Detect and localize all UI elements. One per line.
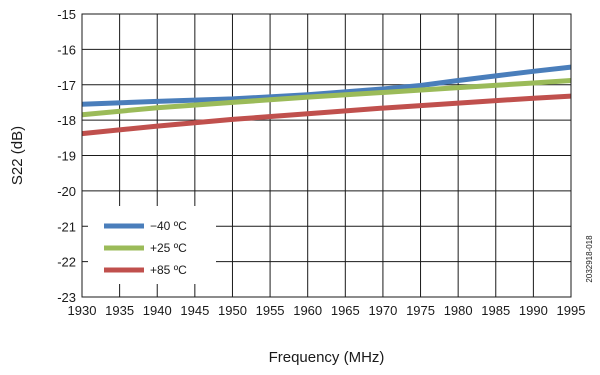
plot-frame	[81, 13, 572, 298]
x-tick-labels: 1930 1935 1940 1945 1950 1955 1960 1965 1970 1975…	[68, 303, 586, 318]
y-tick-label: -22	[57, 255, 76, 270]
y-tick-labels: -15 -16 -17 -18 -19 -20 -21 -22 -23	[57, 7, 76, 305]
x-tick-label: 1935	[105, 303, 134, 318]
x-tick-label: 1950	[218, 303, 247, 318]
y-tick-label: -19	[57, 149, 76, 164]
x-tick-label: 1940	[143, 303, 172, 318]
y-axis-title: S22 (dB)	[9, 126, 26, 185]
x-tick-label: 1980	[444, 303, 473, 318]
legend-label-1: −40 ºC	[150, 219, 187, 233]
y-tick-label: -15	[57, 7, 76, 22]
y-tick-label: -17	[57, 78, 76, 93]
legend-label-2: +25 ºC	[150, 241, 187, 255]
x-tick-label: 1955	[256, 303, 285, 318]
y-tick-label: -20	[57, 184, 76, 199]
x-tick-label: 1970	[368, 303, 397, 318]
legend-label-3: +85 ºC	[150, 263, 187, 277]
series-lines	[81, 64, 572, 137]
x-tick-label: 1965	[331, 303, 360, 318]
x-axis-title: Frequency (MHz)	[269, 349, 385, 366]
y-tick-label: -18	[57, 113, 76, 128]
series-line-2	[81, 78, 572, 118]
y-tick-label: -23	[57, 290, 76, 305]
legend: −40 ºC +25 ºC +85 ºC	[88, 206, 216, 284]
x-tick-label: 1960	[293, 303, 322, 318]
x-tick-label: 1930	[68, 303, 97, 318]
x-tick-label: 1975	[406, 303, 435, 318]
x-tick-label: 1990	[519, 303, 548, 318]
y-tick-label: -16	[57, 42, 76, 57]
series-line-3	[81, 93, 572, 137]
x-tick-label: 1995	[557, 303, 586, 318]
x-tick-label: 1985	[481, 303, 510, 318]
x-tick-label: 1945	[180, 303, 209, 318]
y-tick-label: -21	[57, 219, 76, 234]
figure-id-annotation: 2032918-018	[585, 235, 594, 283]
series-line-1	[81, 64, 572, 107]
